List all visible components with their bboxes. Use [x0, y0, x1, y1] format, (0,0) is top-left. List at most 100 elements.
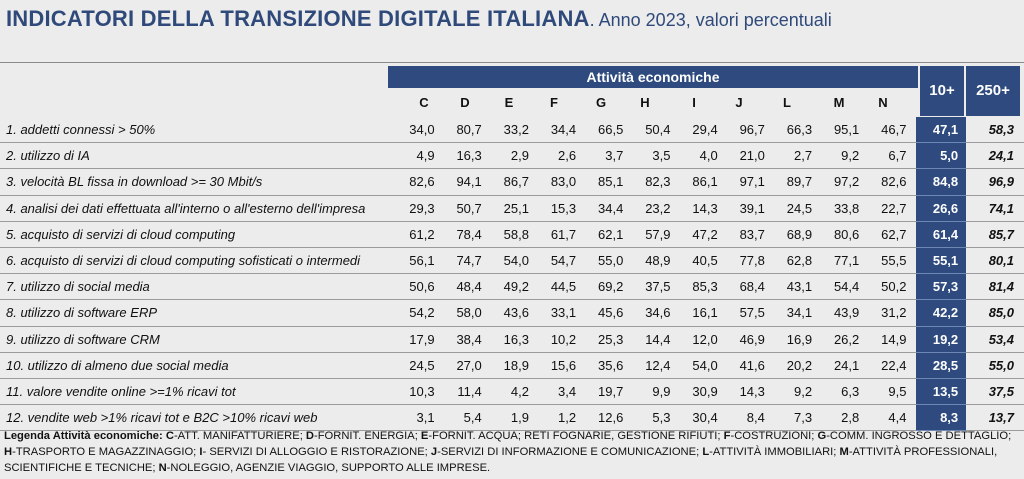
col-header-f: F [550, 95, 558, 110]
cell-value: 6,3 [816, 378, 864, 406]
cell-value: 33,1 [532, 299, 581, 327]
cell-value: 3,7 [580, 142, 628, 170]
cell-value: 7,3 [768, 404, 817, 432]
cell-value: 44,5 [532, 273, 581, 301]
legend-desc: -COMM. INGROSSO E DETTAGLIO; [826, 430, 1012, 442]
cell-value: 3,5 [627, 142, 675, 170]
cell-value: 29,4 [674, 117, 722, 144]
cell-value: 85,1 [580, 168, 628, 196]
cell-total-10plus: 47,1 [915, 117, 967, 144]
cell-total-250plus: 80,1 [966, 247, 1024, 275]
table-row: 9. utilizzo di software CRM 17,9 38,4 16,3 1… [0, 326, 1024, 353]
cell-value: 66,3 [768, 117, 817, 144]
cell-value: 25,3 [580, 326, 628, 353]
cell-value: 89,7 [768, 168, 817, 196]
legend-key: E [420, 430, 429, 442]
cell-value: 80,6 [816, 221, 864, 248]
table-row: 5. acquisto di servizi di cloud computin… [0, 221, 1024, 248]
cell-value: 4,2 [485, 378, 533, 406]
group-header: Attività economiche [388, 66, 918, 88]
cell-value: 54,7 [532, 247, 581, 275]
cell-value: 83,7 [721, 221, 769, 248]
cell-value: 97,2 [816, 168, 864, 196]
cell-value: 15,6 [532, 352, 581, 379]
cell-value: 9,2 [768, 378, 817, 406]
cell-total-10plus: 13,5 [915, 378, 967, 406]
table-row: 11. valore vendite online >=1% ricavi to… [0, 378, 1024, 406]
cell-value: 38,4 [438, 326, 486, 353]
row-label: 8. utilizzo di software ERP [0, 299, 392, 327]
table-row: 3. velocità BL fissa in download >= 30 M… [0, 168, 1024, 196]
cell-value: 94,1 [438, 168, 486, 196]
cell-value: 34,4 [532, 117, 581, 144]
legend-key: C [165, 430, 174, 442]
cell-value: 25,1 [485, 195, 533, 222]
table-row: 2. utilizzo di IA 4,9 16,3 2,9 2,6 3,7 3,5 4,0 2… [0, 142, 1024, 170]
cell-value: 78,4 [438, 221, 486, 248]
cell-value: 1,2 [532, 404, 581, 432]
cell-value: 9,9 [627, 378, 675, 406]
row-label: 12. vendite web >1% ricavi tot e B2C >10… [0, 404, 392, 432]
cell-value: 74,7 [438, 247, 486, 275]
cell-value: 46,7 [863, 117, 911, 144]
legend-desc: -NOLEGGIO, AGENZIE VIAGGIO, SUPPORTO ALL… [166, 462, 491, 474]
cell-value: 24,1 [816, 352, 864, 379]
cell-value: 43,9 [816, 299, 864, 327]
row-label: 7. utilizzo di social media [0, 273, 392, 301]
cell-value: 54,2 [391, 299, 439, 327]
row-label: 9. utilizzo di software CRM [0, 326, 392, 353]
col-header-e: E [504, 95, 514, 110]
cell-value: 50,6 [391, 273, 439, 301]
legend-heading: Legenda Attività economiche: [4, 430, 166, 442]
cell-value: 3,4 [532, 378, 581, 406]
page-title: INDICATORI DELLA TRANSIZIONE DIGITALE IT… [6, 6, 1016, 32]
cell-total-10plus: 61,4 [915, 221, 967, 248]
spacer [910, 352, 916, 379]
col-header-h: H [640, 95, 650, 110]
col-header-l: L [783, 95, 791, 110]
cell-value: 46,9 [721, 326, 769, 353]
col-header-i: I [692, 95, 696, 110]
table-row: 10. utilizzo di almeno due social media 2… [0, 352, 1024, 379]
cell-value: 29,3 [391, 195, 439, 222]
cell-total-10plus: 8,3 [915, 404, 967, 432]
cell-value: 2,7 [768, 142, 817, 170]
title-main: INDICATORI DELLA TRANSIZIONE DIGITALE IT… [6, 6, 590, 31]
cell-value: 4,4 [863, 404, 911, 432]
cell-value: 15,3 [532, 195, 581, 222]
legend-key: I [199, 446, 203, 458]
cell-value: 80,7 [438, 117, 486, 144]
cell-value: 58,0 [438, 299, 486, 327]
cell-total-10plus: 19,2 [915, 326, 967, 353]
cell-total-250plus: 55,0 [966, 352, 1024, 379]
cell-value: 34,4 [580, 195, 628, 222]
cell-value: 20,2 [768, 352, 817, 379]
spacer [910, 378, 916, 406]
cell-value: 48,9 [627, 247, 675, 275]
cell-value: 69,2 [580, 273, 628, 301]
cell-value: 37,5 [627, 273, 675, 301]
cell-value: 49,2 [485, 273, 533, 301]
legend-desc: - SERVIZI DI ALLOGGIO E RISTORAZIONE; [202, 446, 431, 458]
cell-value: 12,6 [580, 404, 628, 432]
cell-value: 68,4 [721, 273, 769, 301]
cell-value: 50,2 [863, 273, 911, 301]
cell-value: 43,6 [485, 299, 533, 327]
cell-value: 31,2 [863, 299, 911, 327]
cell-value: 34,0 [391, 117, 439, 144]
cell-value: 34,6 [627, 299, 675, 327]
legend-key: L [702, 446, 710, 458]
cell-total-250plus: 58,3 [966, 117, 1024, 144]
legend-desc: -FORNIT. ACQUA; RETI FOGNARIE, GESTIONE … [428, 430, 724, 442]
row-label: 6. acquisto di servizi di cloud computin… [0, 247, 392, 275]
cell-value: 45,6 [580, 299, 628, 327]
cell-value: 62,1 [580, 221, 628, 248]
row-label: 3. velocità BL fissa in download >= 30 M… [0, 168, 392, 196]
spacer [910, 326, 916, 353]
cell-value: 17,9 [391, 326, 439, 353]
col-header-j: J [735, 95, 743, 110]
cell-value: 26,2 [816, 326, 864, 353]
spacer [910, 117, 916, 144]
cell-value: 1,9 [485, 404, 533, 432]
cell-value: 5,4 [438, 404, 486, 432]
